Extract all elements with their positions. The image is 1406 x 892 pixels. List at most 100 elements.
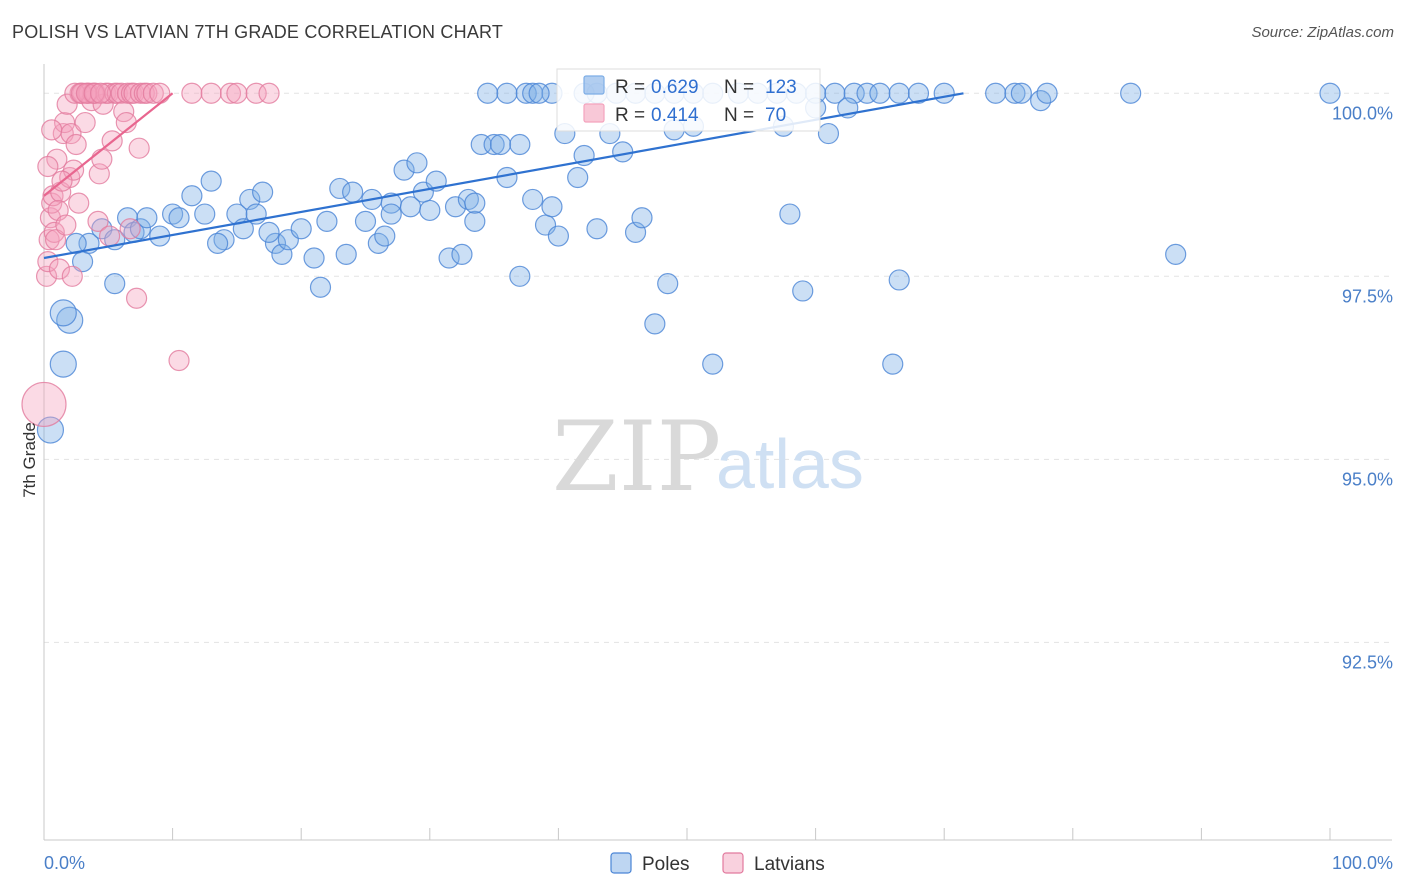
watermark: ZIP atlas bbox=[552, 401, 864, 513]
data-point bbox=[104, 273, 126, 295]
data-point bbox=[1120, 82, 1142, 104]
data-point bbox=[200, 82, 222, 104]
data-point bbox=[168, 349, 190, 372]
data-point bbox=[541, 196, 563, 218]
data-point bbox=[119, 218, 141, 240]
data-point bbox=[61, 265, 83, 287]
data-point bbox=[245, 82, 267, 104]
data-point bbox=[464, 192, 486, 214]
data-point bbox=[489, 133, 512, 156]
series-poles bbox=[36, 82, 1341, 444]
data-point bbox=[65, 232, 87, 254]
watermark-atlas: atlas bbox=[716, 425, 864, 503]
trend-line-poles bbox=[43, 92, 964, 260]
source-label: Source: ZipAtlas.com bbox=[1251, 24, 1394, 41]
data-point bbox=[522, 82, 544, 104]
data-point bbox=[547, 225, 570, 247]
data-point bbox=[91, 148, 113, 170]
data-point bbox=[354, 210, 377, 232]
legend-r-value: 0.414 bbox=[651, 105, 699, 126]
y-tick-label: 97.5% bbox=[1342, 286, 1393, 306]
legend-swatch bbox=[583, 75, 605, 95]
data-point bbox=[888, 82, 910, 104]
legend-r-label: R = bbox=[615, 77, 645, 98]
data-point bbox=[65, 133, 87, 156]
data-point bbox=[89, 82, 112, 104]
data-point bbox=[43, 221, 65, 243]
data-point bbox=[406, 152, 428, 174]
data-point bbox=[779, 203, 801, 225]
data-point bbox=[509, 133, 531, 156]
data-point bbox=[64, 82, 86, 104]
data-point bbox=[213, 229, 235, 251]
data-point bbox=[162, 203, 184, 225]
data-point bbox=[451, 243, 473, 265]
legend-swatch-poles bbox=[610, 852, 632, 874]
data-point bbox=[207, 232, 229, 254]
data-point bbox=[869, 82, 891, 104]
data-point bbox=[49, 350, 77, 378]
data-point bbox=[817, 122, 840, 145]
data-point bbox=[464, 210, 486, 232]
data-point bbox=[74, 111, 96, 134]
data-point bbox=[457, 188, 479, 211]
data-point bbox=[219, 82, 242, 104]
x-tick-labels: 0.0% 100.0% bbox=[44, 853, 1393, 873]
data-point bbox=[181, 82, 203, 104]
data-point bbox=[142, 82, 164, 104]
data-point bbox=[335, 243, 357, 265]
y-tick-label: 95.0% bbox=[1342, 469, 1393, 489]
data-point bbox=[1010, 82, 1032, 104]
data-point bbox=[483, 133, 505, 156]
data-point bbox=[374, 225, 396, 247]
watermark-zip: ZIP bbox=[552, 401, 721, 513]
data-points bbox=[21, 82, 1341, 444]
data-point bbox=[83, 82, 105, 104]
data-point bbox=[380, 203, 402, 225]
data-point bbox=[528, 82, 550, 104]
legend-n-label: N = bbox=[724, 105, 754, 126]
data-point bbox=[888, 269, 910, 291]
data-point bbox=[567, 166, 589, 189]
data-point bbox=[46, 148, 68, 170]
data-point bbox=[44, 229, 67, 251]
data-point bbox=[522, 188, 544, 211]
data-point bbox=[342, 181, 364, 203]
data-point bbox=[438, 247, 460, 269]
data-point bbox=[496, 166, 518, 189]
series-legend: Poles Latvians bbox=[610, 852, 825, 875]
data-point bbox=[657, 273, 679, 295]
data-point bbox=[329, 177, 351, 200]
data-point bbox=[181, 185, 203, 207]
chart-title: POLISH VS LATVIAN 7TH GRADE CORRELATION … bbox=[12, 22, 504, 42]
data-point bbox=[856, 82, 878, 104]
data-point bbox=[136, 207, 158, 229]
data-point bbox=[200, 170, 222, 192]
data-point bbox=[792, 280, 814, 302]
legend-r-value: 0.629 bbox=[651, 77, 699, 98]
data-point bbox=[509, 265, 531, 287]
data-point bbox=[824, 82, 846, 104]
legend-label-latvians: Latvians bbox=[754, 854, 825, 875]
data-point bbox=[226, 82, 248, 104]
trend-line-latvians bbox=[43, 92, 174, 197]
data-point bbox=[316, 210, 338, 232]
x-tick-label-min: 0.0% bbox=[44, 853, 85, 873]
data-point bbox=[258, 221, 280, 243]
data-point bbox=[36, 416, 65, 444]
data-point bbox=[1004, 82, 1026, 104]
data-point bbox=[70, 82, 92, 104]
data-point bbox=[419, 199, 441, 222]
data-point bbox=[21, 381, 67, 428]
legend-swatch bbox=[583, 103, 605, 123]
data-point bbox=[393, 159, 415, 181]
legend-r-label: R = bbox=[615, 105, 645, 126]
x-tick-label-max: 100.0% bbox=[1332, 853, 1393, 873]
data-point bbox=[303, 247, 325, 269]
data-point bbox=[128, 137, 150, 159]
axes bbox=[43, 64, 1392, 841]
data-point bbox=[87, 210, 109, 232]
y-tick-label: 100.0% bbox=[1332, 103, 1393, 123]
data-point bbox=[309, 276, 332, 298]
data-point bbox=[290, 218, 312, 240]
